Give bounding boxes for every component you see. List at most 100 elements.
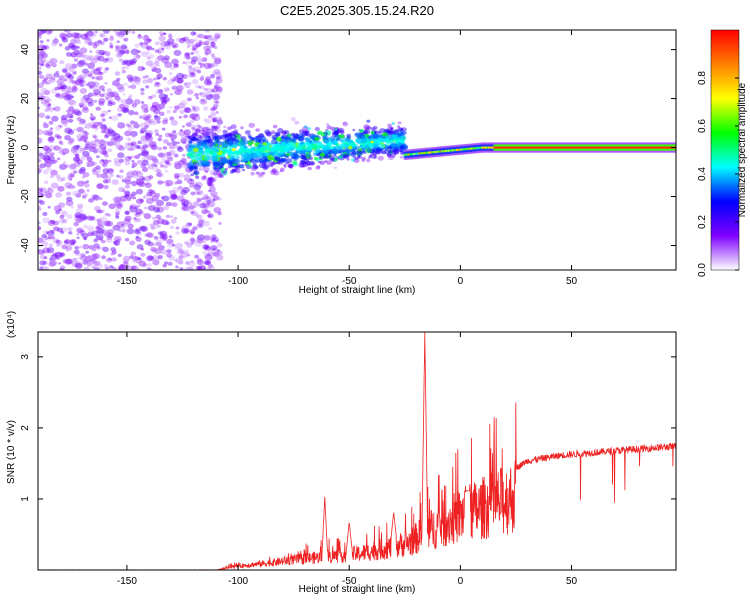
spectrogram-cell (172, 44, 177, 48)
spectrogram-cell (271, 168, 279, 174)
spectrogram-cell (131, 58, 138, 64)
spectrogram-cell (116, 144, 123, 150)
spectrogram-cell (160, 249, 168, 255)
spectrogram-cell (150, 256, 155, 260)
spectrogram-cell (104, 212, 109, 217)
spectrogram-cell (104, 140, 110, 146)
spectrogram-cell (155, 132, 160, 136)
spectrogram-cell (79, 77, 84, 81)
spectrogram-cell (131, 170, 139, 176)
spectrogram-cell (169, 118, 174, 122)
snr-x-label: Height of straight line (km) (299, 584, 416, 595)
spectrogram-cell (38, 192, 44, 198)
spectrogram-cell (46, 73, 54, 80)
spectrogram-cell (79, 118, 86, 124)
spectrogram-cell (98, 139, 106, 145)
spectrogram-cell (435, 154, 439, 158)
spectrogram-cell (218, 197, 222, 201)
spectrogram-cell (158, 245, 165, 251)
spectrogram-cell (208, 177, 215, 183)
spectrogram-cell (156, 247, 161, 251)
spectrogram-cell (77, 164, 81, 168)
spectrogram-cell (203, 87, 208, 91)
spectrogram-cell (141, 108, 147, 113)
spectrogram-cell (38, 35, 42, 40)
spectrogram-cell (339, 134, 345, 139)
spectrogram-cell (136, 177, 141, 182)
spectrogram-cell (70, 79, 74, 83)
spectrogram-cell (70, 146, 79, 153)
y-tick-label: -40 (20, 238, 31, 253)
spectrogram-cell (305, 148, 309, 151)
spectrogram-cell (104, 153, 109, 158)
spectrogram-cell (178, 255, 185, 260)
spectrogram-cell (141, 159, 149, 166)
spectrogram-cell (172, 144, 178, 149)
spectrogram-cell (64, 239, 71, 244)
spectrogram-cell (131, 162, 137, 168)
spectrogram-cell (107, 127, 112, 131)
spectrogram-cell (143, 175, 152, 182)
spectrogram-cell (151, 163, 156, 167)
spectrogram-cell (207, 128, 214, 134)
spectrogram-cell (235, 143, 240, 146)
spectrogram-cell (70, 171, 75, 176)
spectrogram-cell (50, 88, 57, 94)
spectrogram-cell (130, 195, 136, 200)
spectrogram-cell (196, 214, 203, 220)
spectrogram-cell (340, 143, 344, 146)
spectrogram-cell (87, 37, 92, 41)
spectrogram-cell (50, 169, 58, 176)
spectrogram-cell (146, 77, 154, 84)
spectrogram-cell (44, 151, 48, 155)
spectrogram-cell (70, 239, 77, 245)
spectrogram-cell (156, 77, 160, 80)
snr-y-ticks: 123 (20, 354, 676, 502)
spectrogram-cell (174, 63, 178, 67)
spectrogram-cell (92, 248, 97, 252)
spectrogram-cell (168, 106, 173, 109)
spectrogram-cell (82, 150, 90, 157)
spectrogram-cell (235, 154, 240, 157)
spectrogram-cell (94, 54, 102, 60)
spectrogram-cell (73, 170, 78, 174)
spectrogram-cell (179, 110, 185, 114)
spectrogram-cell (199, 66, 203, 69)
spectrogram-cell (205, 88, 213, 94)
spectrogram-cell (152, 166, 160, 172)
spectrogram-cell (149, 223, 155, 228)
spectrogram-cell (111, 250, 117, 255)
spectrogram-cell (115, 214, 119, 218)
spectrogram-cell (99, 123, 108, 130)
y-tick-label: -20 (20, 189, 31, 204)
spectrogram-cell (122, 258, 127, 262)
spectrogram-cell (71, 89, 77, 94)
y-tick-label: 3 (20, 354, 31, 360)
spectrogram-cell (218, 222, 222, 225)
spectrogram-cell (119, 263, 126, 269)
spectrogram-cell (162, 119, 168, 125)
spectrogram-cell (196, 139, 202, 143)
spectrogram-cell (153, 114, 158, 119)
spectrogram-cell (93, 243, 100, 249)
spectrogram-cell (126, 74, 133, 80)
spectrogram-cell (162, 77, 167, 81)
spectrogram-cell (202, 131, 209, 137)
spectrogram-cell (201, 57, 208, 62)
spectrogram-cell (416, 156, 420, 159)
spectrogram-cell (69, 164, 77, 171)
spectrogram-cell (85, 122, 93, 129)
spectrogram-cell (151, 94, 157, 98)
spectrogram-cell (187, 38, 192, 43)
spectrogram-cell (164, 169, 169, 173)
spectrogram-cell (47, 98, 52, 102)
spectrogram-cell (412, 156, 416, 160)
spectrogram-cell (49, 219, 56, 224)
spectrogram-cell (75, 207, 84, 214)
spectrogram-cell (73, 161, 81, 167)
spectrogram-cell (114, 160, 122, 167)
spectrogram-cell (163, 32, 167, 36)
spectrogram-cell (125, 194, 129, 198)
spectrogram-cell (194, 137, 198, 140)
spectrogram-cell (64, 46, 71, 51)
